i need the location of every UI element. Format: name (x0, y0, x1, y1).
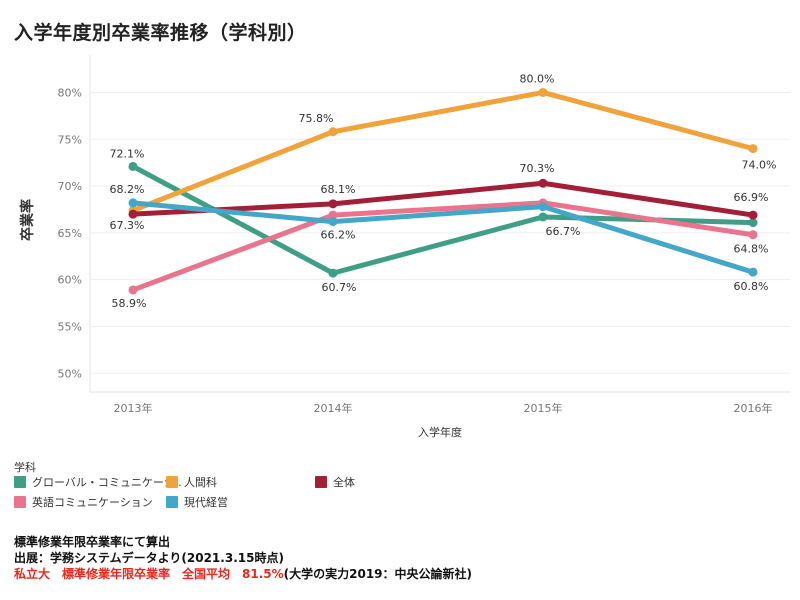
x-tick-label: 2014年 (314, 401, 353, 415)
series-line-1 (130, 89, 756, 213)
legend-item-gendai-keiei[interactable]: 現代経営 (166, 494, 228, 510)
data-label: 68.2% (110, 183, 145, 196)
data-point (328, 210, 338, 220)
data-label: 68.1% (321, 183, 356, 196)
legend-item-global-communication[interactable]: グローバル・コミュニケーシ.. (14, 474, 182, 490)
x-tick-label: 2016年 (734, 401, 773, 415)
note-national-average: 私立大 標準修業年限卒業率 全国平均 81.5%(大学の実力2019：中央公論新… (14, 566, 472, 582)
data-point (328, 268, 338, 278)
y-tick-label: 65% (58, 227, 82, 240)
legend-label: 人間科 (184, 476, 217, 489)
chart-title: 入学年度別卒業率推移（学科別） (14, 22, 307, 44)
data-label: 74.0% (742, 159, 777, 172)
note-national-average-source: (大学の実力2019：中央公論新社) (283, 567, 473, 581)
data-point (538, 178, 548, 188)
data-point (538, 212, 548, 222)
data-point (748, 267, 758, 277)
data-label: 60.7% (322, 281, 357, 294)
data-point (328, 199, 338, 209)
data-label: 72.1% (110, 147, 145, 160)
data-point (128, 161, 138, 171)
legend-title: 学科 (14, 461, 36, 474)
legend-item-english-communication[interactable]: 英語コミュニケーション (14, 494, 153, 510)
legend-item-overall[interactable]: 全体 (315, 474, 355, 490)
data-point (748, 218, 758, 228)
note-source: 出展：学務システムデータより(2021.3.15時点) (14, 551, 284, 565)
y-tick-label: 50% (58, 367, 82, 380)
legend-swatch (14, 476, 26, 488)
legend-label: グローバル・コミュニケーシ.. (32, 476, 182, 489)
legend-swatch (166, 476, 178, 488)
y-tick-label: 70% (58, 180, 82, 193)
series-line-3 (130, 200, 756, 293)
y-tick-label: 75% (58, 133, 82, 146)
data-point (328, 127, 338, 137)
legend-label: 英語コミュニケーション (32, 496, 153, 509)
data-point (748, 144, 758, 154)
data-point (538, 87, 548, 97)
data-label: 75.8% (299, 112, 334, 125)
x-tick-label: 2013年 (114, 401, 153, 415)
y-tick-label: 55% (58, 320, 82, 333)
data-label: 66.9% (734, 191, 769, 204)
y-tick-label: 60% (58, 274, 82, 287)
x-axis-title: 入学年度 (418, 425, 462, 439)
data-label: 66.2% (321, 229, 356, 242)
data-label: 80.0% (520, 72, 555, 85)
data-label: 70.3% (520, 162, 555, 175)
data-label: 67.3% (110, 219, 145, 232)
series-line-4 (130, 200, 756, 275)
data-point (748, 230, 758, 240)
note-national-average-text: 私立大 標準修業年限卒業率 全国平均 81.5% (14, 567, 284, 581)
data-point (128, 209, 138, 219)
y-axis-title: 卒業率 (19, 199, 36, 241)
legend-swatch (14, 496, 26, 508)
series-line-2 (130, 180, 756, 218)
note-method: 標準修業年限卒業率にて算出 (14, 535, 171, 549)
data-label: 58.9% (112, 297, 147, 310)
line-chart: 50% 55% 60% 65% 70% 75% 80% 2013年 2014年 2015年 2016… (19, 55, 790, 439)
legend-item-ningen[interactable]: 人間科 (166, 474, 217, 490)
legend-swatch (315, 476, 327, 488)
legend-swatch (166, 496, 178, 508)
legend-label: 現代経営 (184, 496, 228, 509)
footnotes: 標準修業年限卒業率にて算出 出展：学務システムデータより(2021.3.15時点… (14, 534, 472, 582)
data-point (328, 217, 338, 227)
data-label: 60.8% (734, 280, 769, 293)
data-point (748, 210, 758, 220)
x-tick-label: 2015年 (524, 401, 563, 415)
data-label: 64.8% (734, 243, 769, 256)
data-point (128, 285, 138, 295)
y-tick-label: 80% (58, 86, 82, 99)
data-point (538, 202, 548, 212)
data-point (128, 198, 138, 208)
data-label: 66.7% (546, 225, 581, 238)
legend-label: 全体 (333, 476, 355, 489)
